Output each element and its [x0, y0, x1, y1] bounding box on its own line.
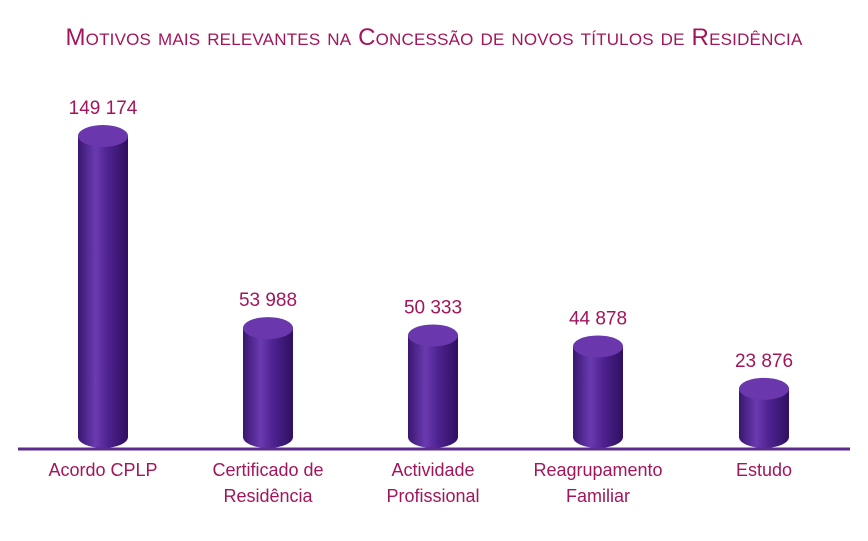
bar-body: [573, 346, 623, 448]
bar-top: [408, 324, 458, 347]
category-label: Actividade: [391, 460, 474, 480]
value-label: 53 988: [239, 290, 297, 311]
bar-body: [243, 328, 293, 448]
bar-top: [78, 125, 128, 147]
category-label: Residência: [223, 486, 313, 506]
category-label: Reagrupamento: [533, 460, 662, 480]
value-label: 44 878: [569, 308, 627, 329]
bar-body: [739, 388, 789, 448]
category-label: Acordo CPLP: [48, 460, 157, 480]
chart-title-text: Motivos mais relevantes na Concessão de …: [65, 24, 803, 51]
chart-title: Motivos mais relevantes na Concessão de …: [0, 24, 868, 52]
value-label: 50 333: [404, 297, 462, 318]
bar-2: [408, 324, 458, 448]
value-label: 149 174: [69, 98, 138, 119]
bar-3: [573, 335, 623, 448]
bar-body: [408, 335, 458, 448]
bar-body: [78, 136, 128, 448]
category-label: Profissional: [386, 486, 479, 506]
bar-0: [78, 125, 128, 448]
bar-top: [243, 317, 293, 340]
bar-top: [739, 377, 789, 400]
value-label: 23 876: [735, 351, 793, 372]
category-label: Certificado de: [212, 460, 323, 480]
category-label: Familiar: [566, 486, 630, 506]
bar-top: [573, 335, 623, 358]
category-label: Estudo: [736, 460, 792, 480]
bar-1: [243, 317, 293, 448]
bar-4: [739, 377, 789, 448]
